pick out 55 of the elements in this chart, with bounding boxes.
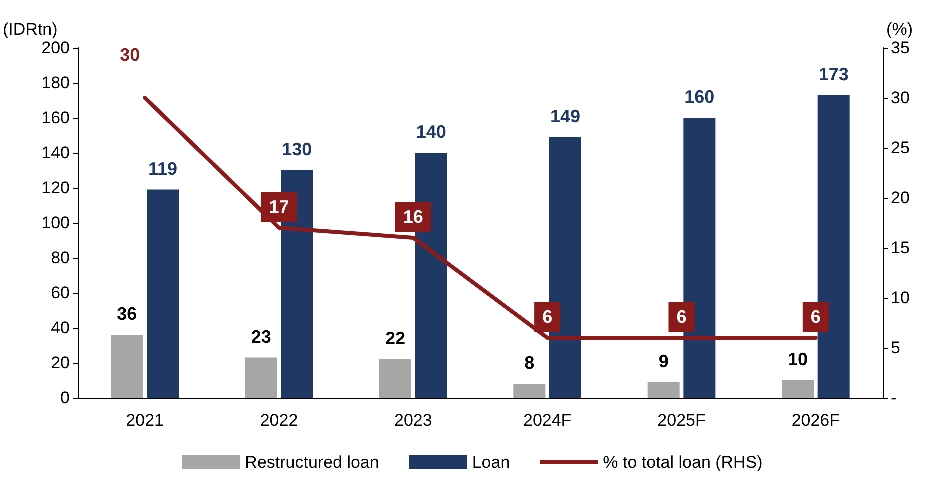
y2-tick-label: 30 [891,88,910,108]
x-tick-label: 2023 [394,411,432,430]
x-tick-label: 2026F [792,411,840,430]
data-label: 23 [251,326,272,347]
bar [379,360,412,398]
y-tick-label: 140 [42,144,70,162]
y-tick-label: 60 [51,284,70,302]
data-label: 6 [542,307,553,327]
y2-tick-label: 20 [891,188,910,208]
data-label: 140 [416,122,446,142]
x-tick-label: 2024F [523,411,572,430]
y-tick-label: 40 [51,318,70,338]
y2-axis-title: (%) [886,20,913,39]
legend-label: Restructured loan [245,453,380,472]
bar [648,382,680,398]
data-label: 119 [148,158,178,179]
bar [147,190,180,398]
x-tick-label: 2025F [658,411,706,430]
y-tick-label: 100 [42,214,70,232]
data-label: 130 [282,140,312,160]
data-label: 8 [524,353,535,373]
data-label: 16 [403,207,424,227]
legend-label: % to total loan (RHS) [603,453,763,472]
bar [782,380,814,398]
y-tick-label: 20 [51,354,70,372]
data-label: 173 [818,64,849,84]
legend-label: Loan [472,453,510,472]
y-tick-label: 80 [51,248,70,268]
data-label: 149 [550,106,581,126]
bar [514,384,546,398]
y2-tick-label: - [891,388,897,408]
data-label: 10 [788,350,808,370]
data-label: 9 [658,351,669,372]
y-tick-label: 160 [42,108,70,128]
bar [111,335,144,398]
y2-tick-label: 5 [891,338,900,358]
data-label: 36 [117,304,138,324]
data-label: 17 [269,197,290,217]
data-label: 6 [810,307,821,327]
y-tick-label: 180 [42,74,70,92]
y2-tick-label: 15 [891,238,910,258]
y-axis-title: (IDRtn) [3,20,58,39]
x-tick-label: 2022 [260,411,298,430]
data-label: 160 [684,87,715,107]
y-tick-label: 200 [42,38,70,58]
x-tick-label: 2021 [126,411,164,430]
y2-tick-label: 25 [891,138,910,158]
y-tick-label: 120 [42,178,70,198]
y-tick-label: 0 [60,388,70,408]
data-label: 30 [120,45,140,65]
data-label: 22 [385,328,406,348]
bar [245,358,278,398]
y2-tick-label: 10 [891,288,910,308]
data-label: 6 [676,307,687,327]
y2-tick-label: 35 [891,38,910,58]
